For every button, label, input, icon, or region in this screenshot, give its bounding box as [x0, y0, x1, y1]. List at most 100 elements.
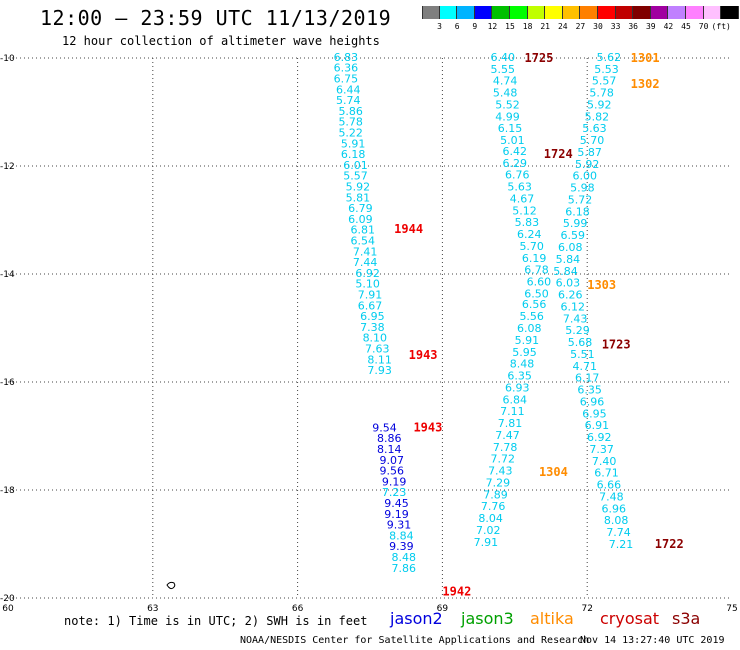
wave-height-label: 6.67 — [358, 299, 383, 312]
colorbar-label: 18 — [522, 22, 533, 31]
wave-height-label: 4.67 — [510, 192, 535, 205]
wave-height-label: 8.14 — [377, 443, 402, 456]
wave-height-label: 8.11 — [367, 353, 392, 366]
wave-height-label: 6.42 — [503, 145, 528, 158]
wave-height-label: 5.87 — [577, 146, 602, 159]
legend-cryosat: cryosat — [600, 609, 660, 628]
x-tick-label: 60 — [2, 604, 14, 614]
wave-height-label: 6.44 — [336, 83, 361, 96]
colorbar-swatch — [562, 6, 581, 19]
wave-height-label: 5.92 — [587, 98, 612, 111]
colorbar-label: 6 — [454, 22, 460, 31]
wave-height-label: 7.91 — [358, 289, 383, 302]
wave-height-label: 7.21 — [609, 538, 634, 551]
page-subtitle: 12 hour collection of altimeter wave hei… — [62, 34, 380, 48]
wave-height-label: 6.08 — [558, 241, 583, 254]
wave-height-label: 5.74 — [336, 94, 361, 107]
wave-height-label: 8.04 — [478, 512, 503, 525]
x-tick-label: 75 — [726, 604, 737, 614]
wave-height-label: 7.74 — [606, 526, 631, 539]
colorbar-swatch — [545, 6, 563, 19]
wave-height-label: 7.63 — [365, 343, 390, 356]
wave-height-label: 8.08 — [604, 514, 629, 527]
pass-time-label: 1304 — [539, 465, 568, 479]
y-tick-label: -12 — [0, 162, 15, 172]
wave-height-label: 6.93 — [505, 381, 530, 394]
wave-height-label: 4.99 — [495, 110, 520, 123]
colorbar-labels: 3 6 9 12 15 18 21 24 27 30 33 36 39 42 45 70 (ft) — [422, 22, 740, 34]
wave-height-label: 6.26 — [558, 289, 583, 302]
wave-height-label: 4.74 — [493, 75, 518, 88]
colorbar-swatch — [668, 6, 686, 19]
wave-height-label: 7.86 — [392, 562, 417, 575]
wave-height-label: 6.81 — [351, 224, 376, 237]
page-title: 12:00 – 23:59 UTC 11/13/2019 — [40, 6, 392, 30]
wave-height-label: 5.12 — [512, 204, 537, 217]
colorbar-label: 9 — [472, 22, 478, 31]
wave-height-label: 6.95 — [360, 310, 385, 323]
wave-height-label: 4.71 — [573, 360, 598, 373]
wave-height-label: 7.76 — [481, 500, 506, 513]
wave-height-label: 6.18 — [341, 148, 366, 161]
wave-height-label: 5.78 — [589, 87, 614, 100]
wave-height-label: 5.95 — [512, 346, 537, 359]
wave-height-label: 7.89 — [483, 488, 508, 501]
legend-jason3: jason3 — [461, 609, 514, 628]
wave-height-label: 6.66 — [597, 479, 622, 492]
wave-height-label: 7.29 — [486, 476, 511, 489]
wave-height-label: 6.83 — [334, 51, 359, 64]
wave-height-label: 5.63 — [582, 122, 607, 135]
wave-height-label: 9.54 — [372, 421, 397, 434]
wave-height-label: 6.79 — [348, 202, 373, 215]
colorbar-swatch — [509, 6, 528, 19]
legend-jason2: jason2 — [390, 609, 443, 628]
wave-height-label: 6.35 — [577, 384, 602, 397]
wave-height-label: 5.52 — [495, 98, 520, 111]
pass-time-label: 1302 — [631, 77, 660, 91]
wave-height-label: 5.82 — [585, 110, 610, 123]
wave-height-label: 8.84 — [389, 529, 414, 542]
colorbar-label: 30 — [593, 22, 603, 31]
credit-text: NOAA/NESDIS Center for Satellite Applica… — [240, 635, 590, 646]
colorbar-swatch — [597, 6, 616, 19]
legend-altika: altika — [530, 609, 574, 628]
colorbar-swatch — [721, 6, 739, 19]
colorbar-swatch — [650, 6, 669, 19]
colorbar-swatch — [685, 6, 704, 19]
wave-height-label: 5.98 — [570, 182, 595, 195]
wave-height-label: 6.59 — [560, 229, 585, 242]
colorbar-label: 24 — [557, 22, 568, 31]
colorbar-swatch — [439, 6, 458, 19]
wave-height-label: 6.56 — [522, 298, 547, 311]
wave-height-label: 6.75 — [334, 73, 359, 86]
pass-time-label: 1301 — [631, 51, 660, 65]
wave-height-label: 5.72 — [568, 193, 593, 206]
wave-height-label: 5.29 — [565, 324, 590, 337]
wave-height-label: 5.70 — [519, 240, 544, 253]
colorbar-label: 45 — [681, 22, 691, 31]
wave-height-label: 6.71 — [594, 467, 619, 480]
wave-height-label: 5.62 — [597, 51, 622, 64]
colorbar-label: 12 — [487, 22, 498, 31]
wave-height-label: 7.48 — [599, 490, 624, 503]
wave-height-label: 6.01 — [343, 159, 368, 172]
wave-height-label: 9.56 — [379, 465, 404, 478]
wave-height-label: 7.40 — [592, 455, 617, 468]
colorbar-label: 15 — [505, 22, 515, 31]
colorbar-swatch — [580, 6, 598, 19]
wave-height-label: 6.24 — [517, 228, 542, 241]
wave-height-label: 6.29 — [503, 157, 528, 170]
wave-height-label: 6.84 — [503, 393, 528, 406]
pass-time-label: 1303 — [587, 278, 616, 292]
wave-height-label: 6.08 — [517, 322, 542, 335]
wave-height-label: 7.43 — [563, 312, 588, 325]
wave-height-label: 7.72 — [490, 453, 515, 466]
colorbar-swatch — [615, 6, 634, 19]
wave-height-label: 7.78 — [493, 441, 518, 454]
wave-height-label: 6.92 — [355, 267, 380, 280]
wave-height-label: 6.95 — [582, 407, 607, 420]
x-tick-label: 63 — [147, 604, 158, 614]
wave-height-label: 6.18 — [565, 205, 590, 218]
wave-height-label: 6.15 — [498, 122, 523, 135]
